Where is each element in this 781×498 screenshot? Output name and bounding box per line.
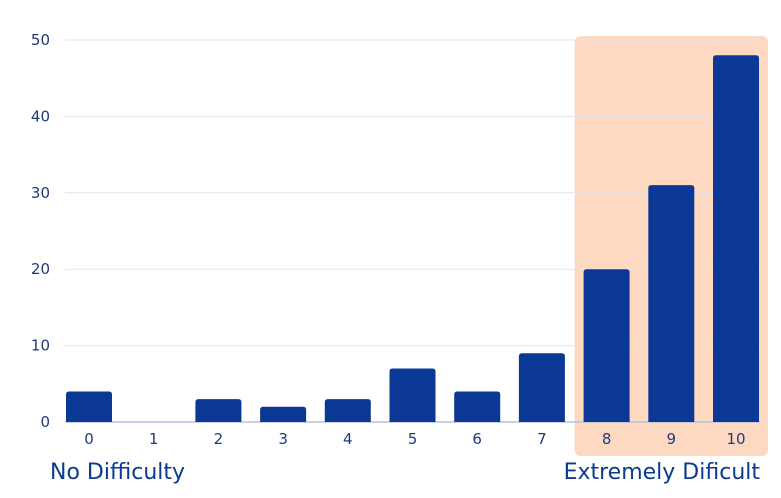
y-tick-label: 40 bbox=[31, 107, 50, 125]
bar-5 bbox=[389, 368, 436, 422]
bar-9 bbox=[648, 185, 695, 422]
x-tick-label: 5 bbox=[408, 430, 418, 448]
y-tick-label: 10 bbox=[31, 337, 50, 355]
bar-8 bbox=[583, 269, 630, 422]
y-tick-label: 50 bbox=[31, 31, 50, 49]
bar-7 bbox=[518, 353, 565, 422]
x-tick-label: 7 bbox=[537, 430, 547, 448]
bar-0 bbox=[66, 391, 112, 422]
annotation-left: No Difficulty bbox=[50, 460, 185, 485]
x-tick-label: 9 bbox=[667, 430, 677, 448]
bar-6 bbox=[454, 391, 501, 422]
bar-4 bbox=[324, 399, 371, 422]
y-tick-label: 0 bbox=[40, 413, 50, 431]
x-tick-label: 3 bbox=[278, 430, 288, 448]
bar-3 bbox=[260, 406, 307, 422]
y-tick-label: 30 bbox=[31, 184, 50, 202]
x-tick-label: 0 bbox=[84, 430, 94, 448]
x-tick-label: 10 bbox=[726, 430, 745, 448]
x-tick-label: 6 bbox=[472, 430, 482, 448]
x-tick-label: 8 bbox=[602, 430, 612, 448]
bar-2 bbox=[195, 399, 242, 422]
bar-10 bbox=[713, 55, 759, 422]
x-tick-label: 4 bbox=[343, 430, 353, 448]
annotation-right: Extremely Dificult bbox=[564, 460, 761, 485]
y-tick-label: 20 bbox=[31, 260, 50, 278]
x-tick-label: 1 bbox=[149, 430, 159, 448]
x-tick-label: 2 bbox=[214, 430, 224, 448]
